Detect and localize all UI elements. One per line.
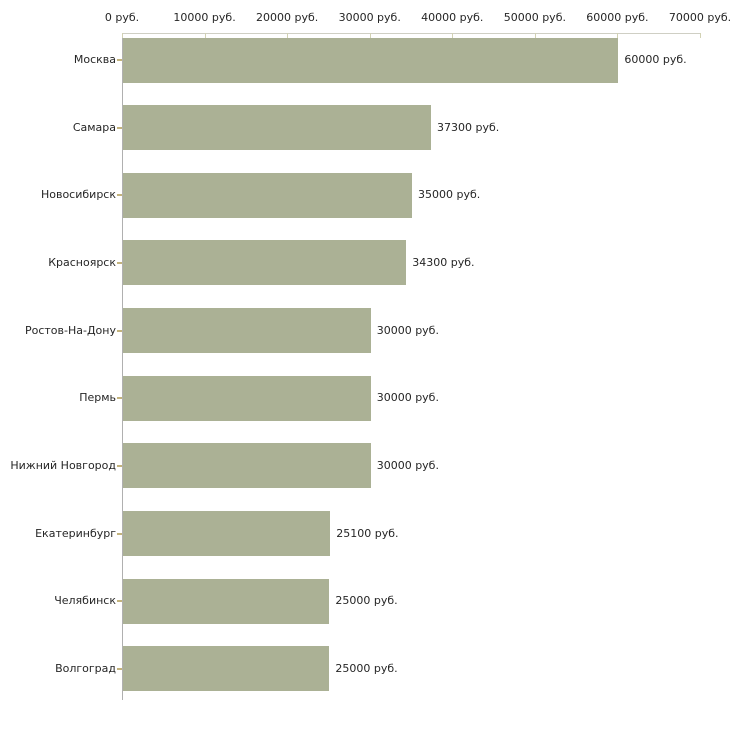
x-tick-label: 50000 руб. — [503, 11, 566, 24]
value-label: 25000 руб. — [335, 594, 398, 608]
bar-8 — [123, 511, 331, 557]
x-tick-mark — [534, 33, 536, 38]
x-tick-label: 10000 руб. — [173, 11, 236, 24]
category-label: Екатеринбург — [35, 526, 116, 540]
x-tick-label: 60000 руб. — [586, 11, 649, 24]
category-label: Новосибирск — [40, 188, 116, 202]
x-tick-label: 30000 руб. — [338, 11, 401, 24]
bar-2 — [123, 105, 431, 151]
category-tick-mark — [117, 397, 122, 400]
category-label: Волгоград — [55, 661, 116, 675]
category-label: Ростов-На-Дону — [24, 323, 116, 337]
x-tick-mark — [617, 33, 619, 38]
category-tick-mark — [117, 329, 122, 332]
category-label: Пермь — [79, 391, 116, 405]
category-tick-mark — [117, 194, 122, 197]
bar-6 — [123, 375, 371, 421]
category-label: Москва — [73, 53, 116, 66]
bar-1 — [123, 37, 619, 83]
x-tick-mark — [122, 33, 123, 38]
value-label: 34300 руб. — [412, 255, 475, 269]
x-tick-label: 0 руб. — [104, 11, 140, 24]
category-tick-mark — [117, 59, 122, 61]
value-label: 30000 руб. — [376, 391, 439, 405]
x-tick-label: 40000 руб. — [421, 11, 484, 24]
x-tick-mark — [204, 33, 206, 38]
category-tick-mark — [117, 600, 122, 603]
bar-4 — [123, 240, 407, 286]
category-tick-mark — [117, 532, 122, 535]
category-label: Красноярск — [48, 255, 116, 269]
bar-3 — [123, 172, 412, 218]
x-axis-line — [122, 33, 700, 34]
x-tick-mark — [452, 33, 454, 38]
value-label: 37300 руб. — [436, 120, 500, 134]
value-label: 60000 руб. — [624, 53, 687, 66]
x-tick-label: 20000 руб. — [256, 11, 319, 24]
bar-5 — [123, 308, 371, 354]
value-label: 30000 руб. — [376, 458, 439, 472]
category-tick-mark — [117, 126, 122, 129]
category-tick-mark — [117, 261, 122, 264]
value-label: 25000 руб. — [335, 661, 398, 675]
bar-9 — [123, 578, 330, 624]
y-axis-line — [122, 33, 123, 700]
category-label: Челябинск — [54, 594, 116, 608]
x-tick-mark — [369, 33, 371, 38]
x-tick-mark — [700, 33, 701, 38]
bar-10 — [123, 646, 330, 692]
category-tick-mark — [117, 464, 122, 467]
bar-7 — [123, 443, 371, 489]
category-label: Нижний Новгород — [10, 458, 116, 472]
value-label: 25100 руб. — [336, 526, 399, 540]
category-tick-mark — [117, 667, 122, 670]
x-tick-label: 70000 руб. — [668, 11, 730, 24]
x-tick-mark — [287, 33, 289, 38]
category-label: Самара — [72, 120, 116, 134]
value-label: 30000 руб. — [376, 323, 439, 337]
value-label: 35000 руб. — [418, 188, 481, 202]
